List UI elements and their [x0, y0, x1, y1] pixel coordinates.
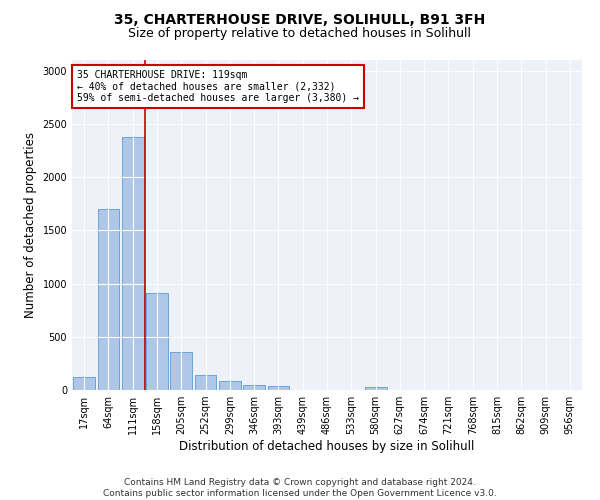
Bar	[219, 382, 241, 390]
Text: Size of property relative to detached houses in Solihull: Size of property relative to detached ho…	[128, 28, 472, 40]
Bar	[73, 377, 95, 390]
X-axis label: Distribution of detached houses by size in Solihull: Distribution of detached houses by size …	[179, 440, 475, 453]
Bar	[243, 384, 265, 390]
Bar	[97, 209, 119, 390]
Text: 35 CHARTERHOUSE DRIVE: 119sqm
← 40% of detached houses are smaller (2,332)
59% o: 35 CHARTERHOUSE DRIVE: 119sqm ← 40% of d…	[77, 70, 359, 103]
Text: Contains HM Land Registry data © Crown copyright and database right 2024.
Contai: Contains HM Land Registry data © Crown c…	[103, 478, 497, 498]
Bar	[194, 375, 217, 390]
Y-axis label: Number of detached properties: Number of detached properties	[24, 132, 37, 318]
Bar	[146, 293, 168, 390]
Bar	[268, 386, 289, 390]
Bar	[365, 387, 386, 390]
Bar	[122, 136, 143, 390]
Bar	[170, 352, 192, 390]
Text: 35, CHARTERHOUSE DRIVE, SOLIHULL, B91 3FH: 35, CHARTERHOUSE DRIVE, SOLIHULL, B91 3F…	[115, 12, 485, 26]
